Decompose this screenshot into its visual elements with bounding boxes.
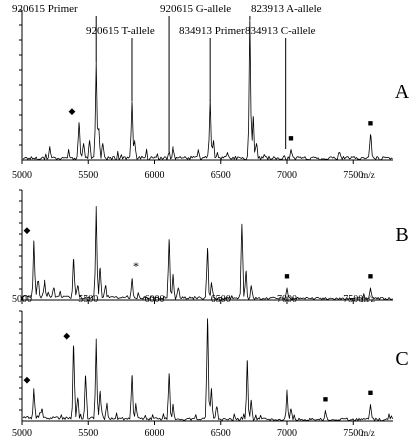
spectrum-trace: [22, 20, 393, 161]
peak-marker: ■: [368, 118, 373, 128]
peak-marker: ◆: [69, 106, 76, 116]
peak-marker: ◆: [63, 330, 70, 340]
x-tick-label: 6000: [145, 294, 165, 305]
x-tick-label: 6000: [145, 170, 165, 181]
x-tick-label: 6500: [211, 170, 231, 181]
peak-marker: ■: [368, 388, 373, 398]
x-tick-label: 6500: [211, 428, 231, 439]
peak-annotations: 920615 Primer 920615 T-allele 920615 G-all…: [12, 3, 322, 152]
peak-annotation-label: 920615 Primer: [12, 3, 78, 15]
x-tick-label: 7000: [277, 294, 297, 305]
spectrum-trace: [22, 318, 393, 422]
panel-letter: B: [395, 224, 408, 246]
x-unit-label: m/z: [361, 170, 375, 180]
x-tick-label: 5500: [78, 170, 98, 181]
peak-annotation-label: 920615 G-allele: [160, 3, 231, 15]
x-tick-label: 5000: [12, 428, 32, 439]
peak-annotation-label: 823913 A-allele: [251, 3, 322, 15]
x-tick-label: 5000: [12, 294, 32, 305]
x-tick-label: 6500: [211, 294, 231, 305]
x-unit-label: m/z: [361, 428, 375, 438]
peak-marker: ◆: [23, 374, 30, 384]
x-tick-label: 7000: [277, 428, 297, 439]
peak-marker: ■: [368, 271, 373, 281]
x-tick-label: 5000: [12, 170, 32, 181]
peak-marker: ■: [288, 133, 293, 143]
x-tick-label: 7500: [343, 294, 363, 305]
peak-annotation-label: 834913 Primer: [179, 25, 245, 37]
spectrum-trace: [22, 206, 393, 301]
peak-marker: ■: [323, 394, 328, 404]
panel-letter: C: [395, 348, 408, 370]
x-tick-label: 5500: [78, 294, 98, 305]
x-tick-label: 5500: [78, 428, 98, 439]
peak-marker: *: [133, 259, 139, 273]
x-tick-label: 7000: [277, 170, 297, 181]
peak-marker: ◆: [23, 225, 30, 235]
peak-marker: ■: [284, 271, 289, 281]
panel-letter: A: [395, 81, 410, 103]
x-tick-label: 7500: [343, 428, 363, 439]
x-tick-label: 6000: [145, 428, 165, 439]
peak-annotation-label: 920615 T-allele: [86, 25, 155, 37]
x-tick-label: 7500: [343, 170, 363, 181]
peak-annotation-label: 834913 C-allele: [245, 25, 316, 37]
